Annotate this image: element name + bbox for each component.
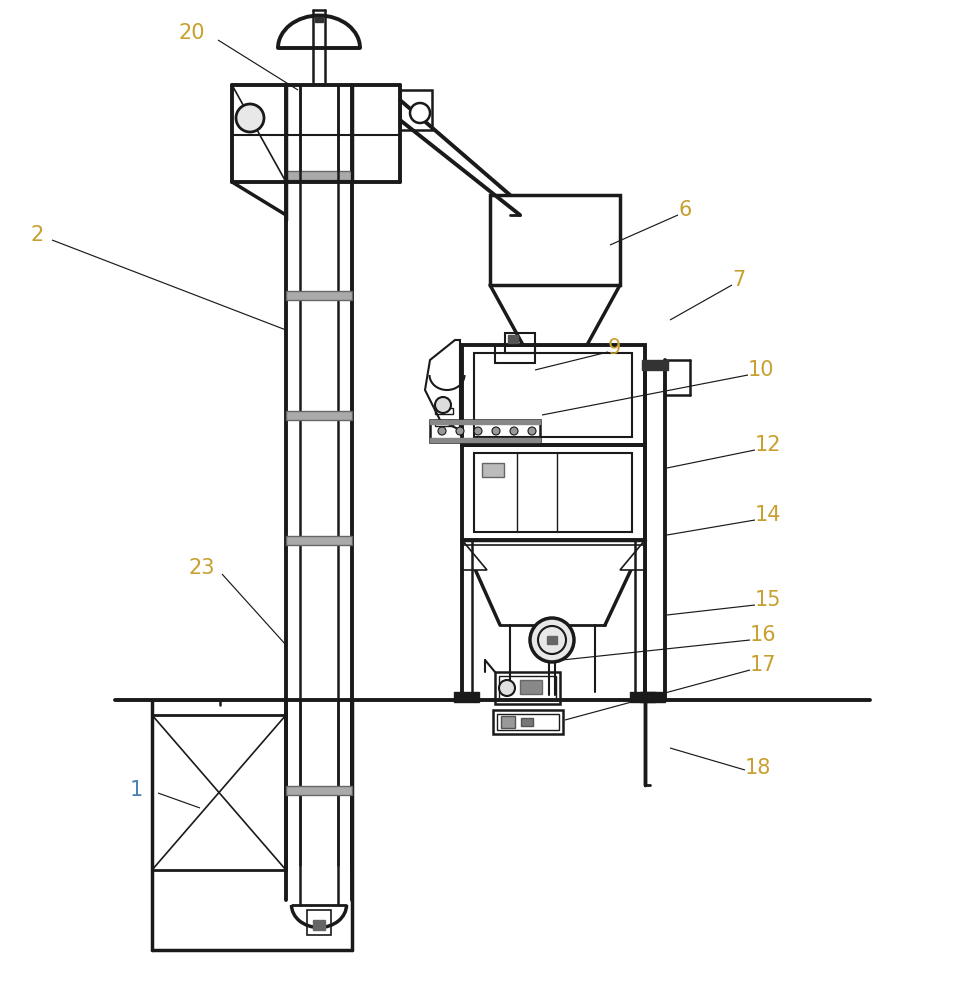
Bar — [495, 345, 535, 363]
Circle shape — [528, 427, 536, 435]
Bar — [482, 463, 504, 477]
Bar — [435, 420, 453, 426]
Circle shape — [438, 427, 446, 435]
Bar — [454, 692, 479, 702]
Polygon shape — [425, 340, 460, 430]
Bar — [462, 445, 645, 540]
Text: 9: 9 — [608, 338, 621, 358]
Bar — [508, 335, 518, 343]
Bar — [474, 453, 632, 532]
Text: 7: 7 — [732, 270, 746, 290]
Text: 2: 2 — [30, 225, 43, 245]
Bar — [493, 710, 563, 734]
Bar — [490, 195, 620, 285]
Text: 14: 14 — [755, 505, 782, 525]
Bar — [642, 360, 668, 370]
Circle shape — [474, 427, 482, 435]
Circle shape — [456, 427, 464, 435]
Bar — [286, 291, 352, 300]
Text: 12: 12 — [755, 435, 782, 455]
Bar — [462, 345, 645, 445]
Bar — [400, 90, 432, 130]
Bar — [495, 672, 560, 704]
Text: 15: 15 — [755, 590, 782, 610]
Circle shape — [435, 397, 451, 413]
Circle shape — [492, 427, 500, 435]
Text: 16: 16 — [750, 625, 777, 645]
Text: 20: 20 — [178, 23, 205, 43]
Bar — [435, 408, 453, 414]
Bar — [315, 17, 323, 22]
Text: 1: 1 — [130, 780, 144, 800]
Bar — [499, 676, 556, 700]
Bar — [505, 333, 535, 353]
Circle shape — [499, 680, 515, 696]
Circle shape — [410, 103, 430, 123]
Bar — [430, 438, 540, 442]
Text: 18: 18 — [745, 758, 771, 778]
Bar — [286, 171, 352, 180]
Bar — [307, 910, 331, 935]
Circle shape — [530, 618, 574, 662]
Bar — [286, 536, 352, 545]
Bar — [474, 353, 632, 437]
Bar — [630, 692, 655, 702]
Bar — [520, 680, 542, 694]
Bar — [313, 920, 325, 930]
Bar — [521, 718, 533, 726]
Bar — [501, 716, 515, 728]
Bar — [497, 714, 559, 730]
Polygon shape — [620, 540, 645, 570]
Bar — [640, 692, 665, 702]
Bar — [286, 411, 352, 420]
Bar — [430, 420, 540, 442]
Polygon shape — [462, 540, 487, 570]
Bar — [547, 636, 557, 644]
Text: 17: 17 — [750, 655, 776, 675]
Circle shape — [510, 427, 518, 435]
Circle shape — [236, 104, 264, 132]
Text: 10: 10 — [748, 360, 774, 380]
Bar — [430, 420, 540, 424]
Bar — [152, 715, 286, 870]
Bar — [286, 786, 352, 795]
Text: 23: 23 — [188, 558, 214, 578]
Text: 6: 6 — [678, 200, 691, 220]
